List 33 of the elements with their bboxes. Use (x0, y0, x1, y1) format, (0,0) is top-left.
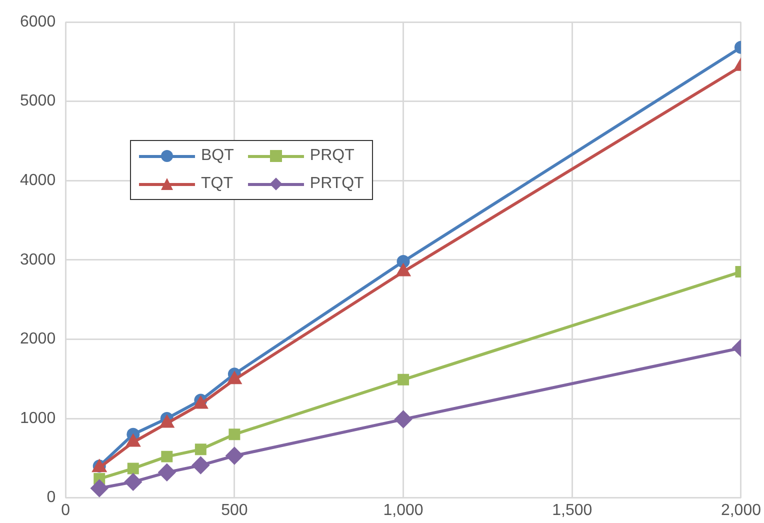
x-tick-label: 1,000 (383, 502, 424, 519)
legend-label: PRTQT (310, 175, 364, 193)
y-tick-label: 1000 (20, 410, 56, 427)
y-tick-label: 5000 (20, 92, 56, 110)
point (396, 264, 410, 276)
point (192, 456, 210, 474)
point (161, 450, 173, 462)
point (394, 410, 412, 428)
legend-label: BQT (201, 147, 234, 165)
y-tick-label: 4000 (20, 172, 56, 190)
y-tick-label: 0 (46, 489, 56, 506)
point (127, 462, 139, 474)
x-tick-label: 2,000 (720, 502, 762, 519)
point (194, 444, 206, 456)
x-tick-label: 500 (221, 502, 248, 519)
y-tick-label: 6000 (20, 13, 56, 30)
point (126, 434, 140, 447)
point (158, 464, 176, 481)
y-tick-label: 3000 (20, 251, 56, 268)
point (194, 396, 208, 409)
point (396, 254, 410, 268)
legend-label: PRQT (310, 147, 354, 165)
point (226, 447, 243, 464)
legend-label: TQT (201, 175, 233, 193)
point (228, 372, 242, 384)
point (228, 428, 240, 440)
point (398, 374, 410, 386)
point (124, 473, 142, 490)
x-tick-label: 0 (61, 502, 70, 519)
y-tick-label: 2000 (20, 330, 56, 348)
point (160, 416, 174, 428)
x-tick-label: 1,500 (552, 502, 592, 519)
point (90, 480, 108, 497)
